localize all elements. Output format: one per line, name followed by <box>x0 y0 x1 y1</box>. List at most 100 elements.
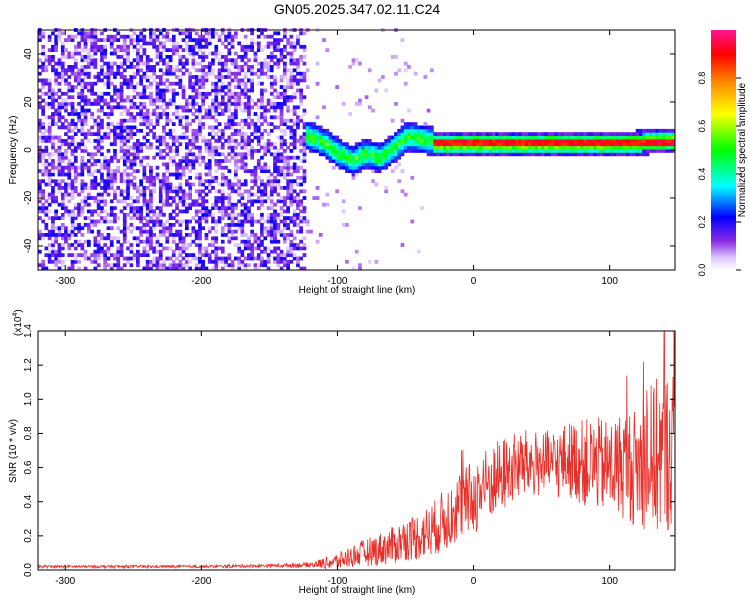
spectrogram-cell <box>332 159 336 163</box>
spectrogram-cell <box>139 212 143 217</box>
spectrogram-cell <box>122 196 127 200</box>
spectrogram-cell <box>289 239 294 244</box>
spectrogram-cell <box>96 135 101 140</box>
spectrogram-cell <box>668 135 673 140</box>
spectrogram-cell <box>155 165 160 170</box>
spectrogram-cell <box>263 152 268 157</box>
spectrogram-cell <box>289 61 294 66</box>
spectrogram-cell <box>256 61 261 66</box>
spectrogram-cell <box>171 95 176 100</box>
spectrogram-cell <box>214 266 219 271</box>
spectrogram-cell <box>93 236 98 241</box>
spectrogram-cell <box>626 132 630 136</box>
spectrogram-cell <box>557 145 562 150</box>
spectrogram-cell <box>318 125 323 130</box>
spectrogram-cell <box>269 206 274 210</box>
spectrogram-cell <box>299 209 303 214</box>
spectrogram-cell <box>299 159 303 163</box>
spectrogram-cell <box>214 162 219 167</box>
spectrogram-cell <box>70 216 75 220</box>
spectrogram-cell <box>230 212 235 217</box>
spectrogram-cell <box>403 149 408 153</box>
spectrogram-cell <box>567 145 571 150</box>
spectrogram-cell <box>119 243 124 247</box>
spectrogram-cell <box>214 239 219 244</box>
spectrogram-cell <box>247 246 251 251</box>
spectrogram-cell <box>175 202 179 207</box>
spectrogram-cell <box>90 196 94 200</box>
spectrogram-cell <box>57 266 62 271</box>
spectrogram-cell <box>642 132 646 136</box>
spectrogram-cell <box>367 165 372 170</box>
spectrogram-cell <box>266 253 271 257</box>
spectrogram-cell <box>214 108 219 113</box>
spectrogram-cell <box>279 102 284 106</box>
spectrogram-cell <box>70 162 75 167</box>
spectrogram-cell <box>201 182 205 187</box>
spectrogram-cell <box>234 65 238 69</box>
spectrogram-cell <box>652 135 656 140</box>
spectrogram-cell <box>247 135 251 140</box>
spectrogram-cell <box>626 149 630 153</box>
spectrogram-cell <box>531 132 535 136</box>
spectrogram-cell <box>541 145 545 150</box>
spectrogram-cell <box>279 51 284 56</box>
spectrogram-cell <box>289 41 294 46</box>
spectrogram-cell <box>456 139 460 143</box>
spectrogram-cell <box>671 145 676 150</box>
spectrogram-cell <box>113 219 117 224</box>
spectrogram-cell <box>322 38 326 42</box>
spectrogram-cell <box>103 38 107 42</box>
spectrogram-cell <box>57 34 62 39</box>
spectrogram-cell <box>93 51 98 56</box>
spectrogram-cell <box>70 223 75 227</box>
spectrogram-cell <box>60 253 65 257</box>
spectrogram-cell <box>149 75 153 79</box>
spectrogram-cell <box>273 179 277 184</box>
spectrogram-cell <box>224 212 228 217</box>
spectrogram-cell <box>119 128 124 133</box>
spectrogram-cell <box>247 102 251 106</box>
spectrogram-cell <box>247 199 251 204</box>
spectrogram-cell <box>126 256 130 261</box>
spectrogram-cell <box>665 145 669 150</box>
spectrogram-cell <box>162 189 166 194</box>
spectrogram-cell <box>73 246 78 251</box>
spectrogram-cell <box>547 135 552 140</box>
spectrogram-cell <box>599 149 604 153</box>
spectrogram-cell <box>283 199 287 204</box>
spectrogram-cell <box>129 112 134 116</box>
spectrogram-cell <box>560 132 565 136</box>
spectrogram-cell <box>191 142 196 147</box>
spectrogram-cell <box>263 186 268 190</box>
spectrogram-cell <box>158 266 163 271</box>
spectrogram-cell <box>158 253 163 257</box>
spectrogram-cell <box>541 132 545 136</box>
spectrogram-cell <box>116 95 121 100</box>
spectrogram-cell <box>38 95 42 100</box>
spectrogram-cell <box>279 122 284 126</box>
spectrogram-cell <box>80 199 85 204</box>
spectrogram-cell <box>286 172 290 177</box>
spectrogram-cell <box>273 105 277 110</box>
spectrogram-cell <box>139 108 143 113</box>
spectrogram-cell <box>77 212 81 217</box>
spectrogram-cell <box>132 31 137 36</box>
spectrogram-cell <box>207 132 212 136</box>
spectrogram-cell <box>302 216 307 220</box>
spectrogram-cell <box>220 128 225 133</box>
spectrogram-cell <box>286 246 290 251</box>
spectrogram-cell <box>230 34 235 39</box>
spectrogram-cell <box>87 51 91 56</box>
spectrogram-cell <box>256 105 261 110</box>
spectrogram-cell <box>60 172 65 177</box>
spectrogram-cell <box>181 71 186 76</box>
spectrogram-cell <box>361 162 366 167</box>
snr-exponent-base: (x10 <box>13 316 24 336</box>
spectrogram-cell <box>139 209 143 214</box>
spectrogram-cell <box>165 246 170 251</box>
spectrogram-cell <box>283 68 287 73</box>
spectrogram-cell <box>100 91 104 96</box>
spectrogram-cell <box>341 223 346 227</box>
spectrogram-cell <box>185 61 189 66</box>
